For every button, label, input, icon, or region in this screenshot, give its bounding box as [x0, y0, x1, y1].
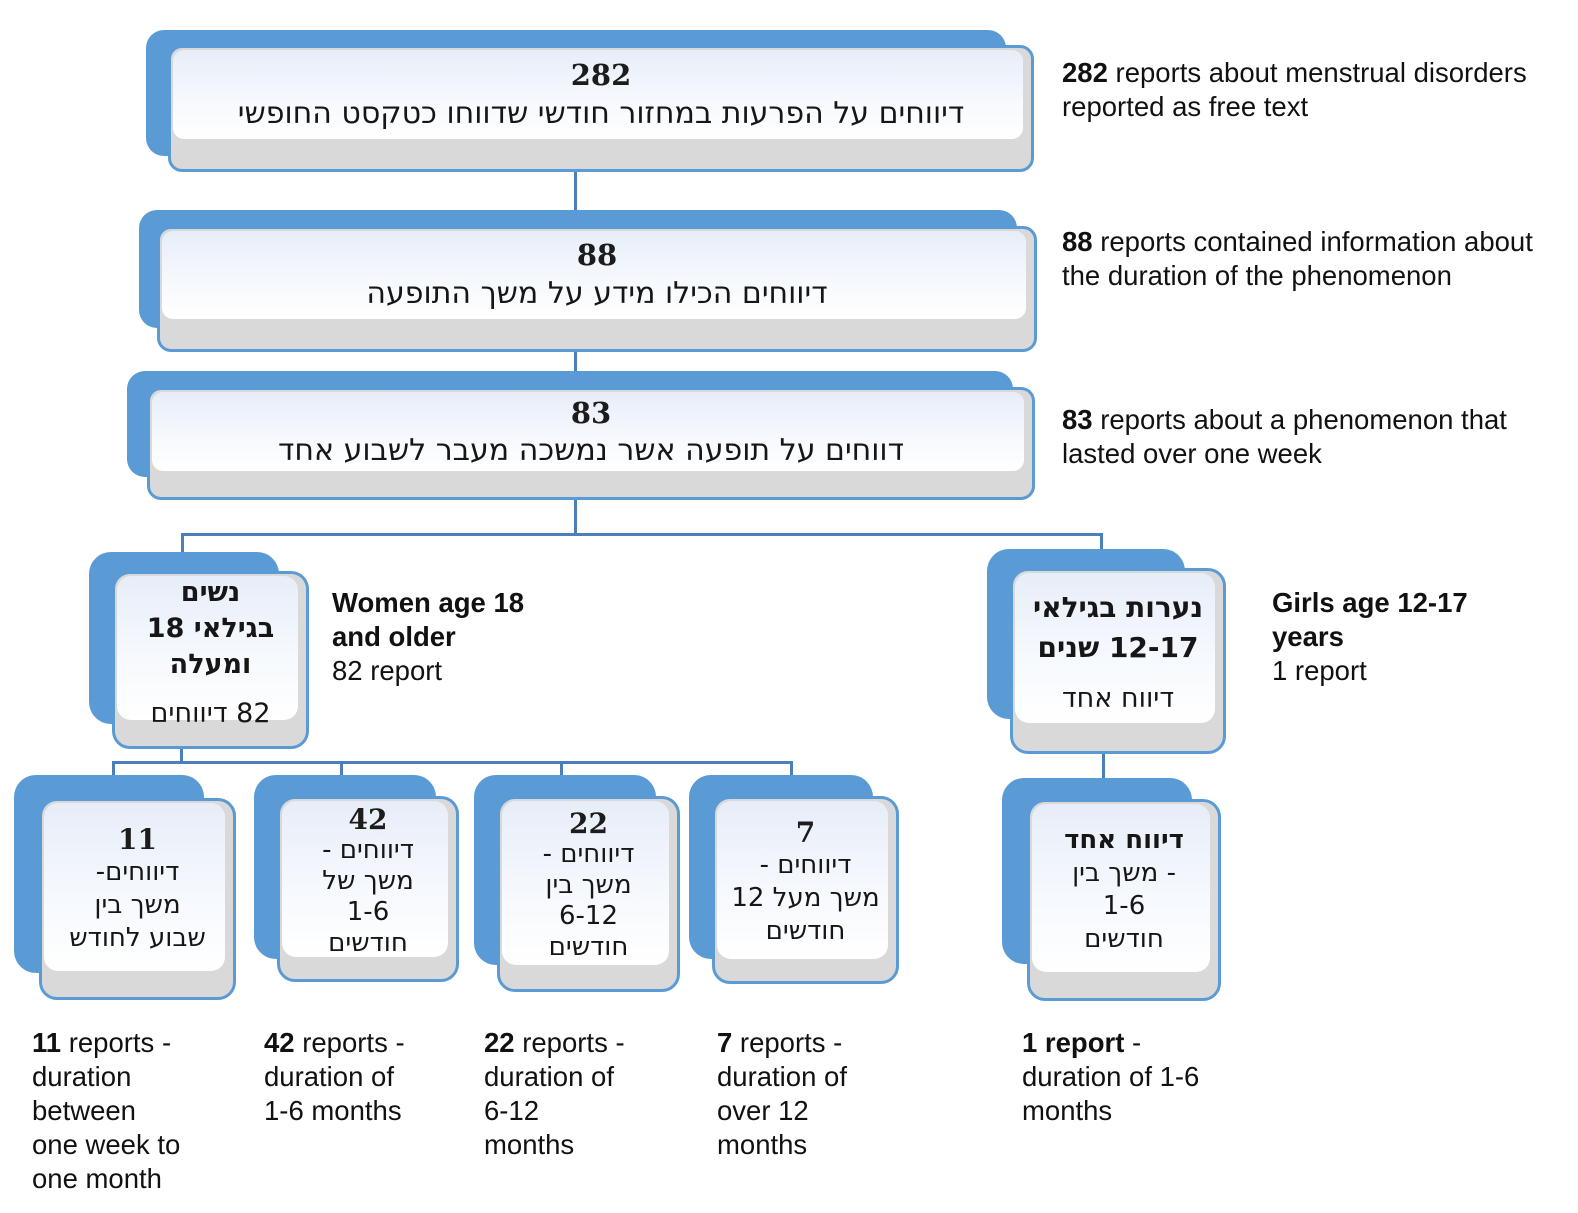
connector-l2-l3	[574, 351, 577, 389]
node-42-number: 42	[348, 802, 388, 836]
node-girls-line: נערות בגילאי	[1032, 591, 1204, 624]
node-88-box: 88 דיווחים הכילו מידע על משך התופעה	[157, 226, 1037, 352]
caption-88: 88 reports contained information about t…	[1062, 225, 1542, 293]
node-42-line: 1-6	[346, 896, 390, 927]
node-women-line: ומעלה	[169, 649, 252, 680]
connector-drop-women	[181, 533, 184, 557]
connector-l1-l2	[574, 171, 577, 212]
node-11-line: שבוע לחודש	[69, 923, 206, 953]
node-282-box: 282 דיווחים על הפרעות במחזור חודשי שדווח…	[168, 45, 1034, 172]
node-88-label: דיווחים הכילו מידע על משך התופעה	[366, 276, 828, 311]
caption-7: 7 reports - duration of over 12 months	[717, 1027, 847, 1160]
node-22-line: דיווחים -	[542, 838, 635, 869]
node-women-line: בגילאי 18	[146, 613, 275, 644]
caption-girls: Girls age 12-17 years 1 report	[1272, 586, 1527, 688]
caption-1report-number: 1 report	[1022, 1027, 1125, 1058]
connector-drop-42	[340, 761, 343, 779]
caption-women-title: Women age 18 and older	[332, 587, 525, 652]
caption-282: 282 reports about menstrual disorders re…	[1062, 56, 1537, 124]
node-42-line: משך של	[322, 865, 414, 896]
node-women-count: 82 דיווחים	[150, 698, 271, 729]
caption-42-number: 42	[264, 1027, 295, 1058]
connector-split-horizontal	[181, 533, 1103, 536]
caption-88-number: 88	[1062, 226, 1093, 257]
node-7-line: חודשים	[765, 916, 846, 946]
caption-7-number: 7	[717, 1027, 733, 1058]
node-22-number: 22	[569, 806, 608, 840]
node-83-box: 83 דווחים על תופעה אשר נמשכה מעבר לשבוע …	[147, 387, 1035, 500]
connector-women-stem	[180, 748, 183, 764]
node-83-label: דווחים על תופעה אשר נמשכה מעבר לשבוע אחד	[278, 432, 904, 468]
connector-drop-7	[790, 761, 793, 779]
node-7-number: 7	[795, 816, 816, 849]
caption-83-number: 83	[1062, 404, 1093, 435]
node-1report-title: דיווח אחד	[1064, 825, 1184, 855]
node-1report-line: - משך בין	[1072, 858, 1176, 888]
connector-l3-split	[574, 499, 577, 536]
node-women-box: נשים בגילאי 18 ומעלה 82 דיווחים	[112, 571, 309, 749]
node-88-number: 88	[576, 238, 618, 272]
caption-1report: 1 report - duration of 1-6 months	[1022, 1027, 1200, 1126]
node-7-box: 7 דיווחים - משך מעל 12 חודשים	[712, 796, 899, 984]
node-22-box: 22 דיווחים - משך בין 6-12 חודשים	[497, 796, 680, 992]
node-1report-line: חודשים	[1084, 924, 1164, 954]
caption-22: 22 reports - duration of 6-12 months	[484, 1027, 625, 1160]
node-42-box: 42 דיווחים - משך של 1-6 חודשים	[277, 796, 459, 982]
connector-drop-11	[112, 761, 115, 779]
node-11-box: 11 דיווחים- משך בין שבוע לחודש	[39, 798, 236, 1000]
node-22-line: משך בין	[545, 869, 632, 900]
node-girls-box: נערות בגילאי 12-17 שנים דיווח אחד	[1010, 568, 1226, 754]
node-42-line: חודשים	[328, 927, 408, 958]
caption-women: Women age 18 and older 82 report	[332, 586, 567, 688]
node-1report-box: דיווח אחד - משך בין 1-6 חודשים	[1027, 799, 1221, 1001]
caption-83: 83 reports about a phenomenon that laste…	[1062, 403, 1532, 471]
node-1report-line: 1-6	[1102, 891, 1146, 921]
node-11-number: 11	[118, 823, 157, 856]
caption-girls-title: Girls age 12-17 years	[1272, 587, 1468, 652]
caption-282-text: reports about menstrual disorders report…	[1062, 57, 1527, 122]
caption-girls-count: 1 report	[1272, 655, 1367, 686]
node-girls-line: 12-17 שנים	[1037, 631, 1199, 664]
connector-drop-22	[560, 761, 563, 779]
connector-drop-girls	[1100, 533, 1103, 555]
caption-11-number: 11	[32, 1027, 62, 1058]
caption-88-text: reports contained information about the …	[1062, 226, 1533, 291]
node-11-line: דיווחים-	[95, 857, 180, 887]
node-women-line: נשים	[180, 577, 241, 608]
node-7-line: משך מעל 12	[731, 883, 880, 913]
caption-11: 11 reports - duration between one week t…	[32, 1027, 181, 1194]
caption-22-number: 22	[484, 1027, 515, 1058]
caption-42: 42 reports - duration of 1-6 months	[264, 1027, 405, 1126]
node-282-label: דיווחים על הפרעות במחזור חודשי שדווחו כט…	[237, 95, 965, 131]
node-11-line: משך בין	[94, 890, 181, 920]
node-22-line: חודשים	[548, 931, 629, 962]
node-42-line: דיווחים -	[322, 834, 414, 865]
node-22-line: 6-12	[559, 900, 619, 931]
caption-83-text: reports about a phenomenon that lasted o…	[1062, 404, 1507, 469]
node-83-number: 83	[570, 395, 612, 430]
node-282-number: 282	[570, 57, 632, 92]
node-girls-count: דיווח אחד	[1061, 683, 1175, 714]
node-7-line: דיווחים -	[759, 850, 852, 880]
connector-girls-stem	[1102, 753, 1105, 782]
caption-women-count: 82 report	[332, 655, 443, 686]
connector-women-horizontal	[112, 761, 793, 764]
caption-282-number: 282	[1062, 57, 1108, 88]
